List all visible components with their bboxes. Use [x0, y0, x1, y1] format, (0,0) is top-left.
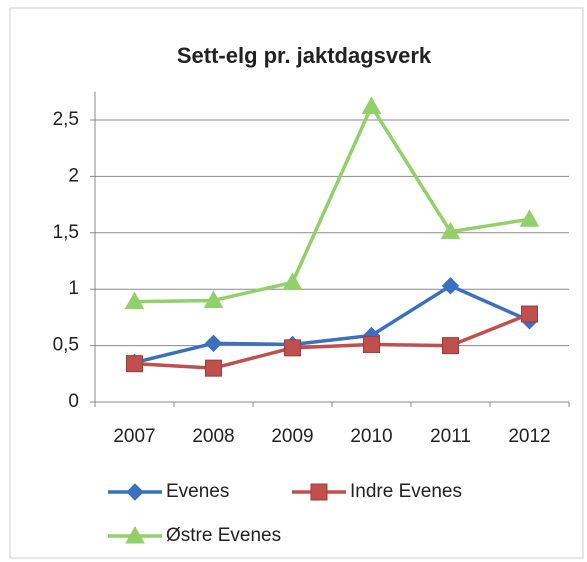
- data-point: [203, 290, 224, 308]
- data-point: [124, 291, 145, 310]
- legend-label: Østre Evenes: [166, 525, 281, 546]
- x-tick-label: 2011: [430, 426, 471, 447]
- y-tick-label: 0,5: [53, 335, 79, 356]
- chart-title: Sett-elg pr. jaktdagsverk: [177, 43, 432, 68]
- x-tick-label: 2009: [271, 426, 313, 447]
- data-point: [519, 209, 540, 227]
- legend-marker: [125, 525, 145, 544]
- data-point: [440, 221, 461, 240]
- data-point: [441, 277, 460, 295]
- y-tick-label: 1: [68, 278, 79, 299]
- data-point: [205, 359, 222, 377]
- y-tick-label: 2,5: [53, 109, 79, 130]
- series-line: [134, 312, 531, 370]
- legend-marker: [310, 483, 328, 501]
- legend-label: Evenes: [166, 481, 229, 502]
- legend-label: Indre Evenes: [350, 481, 462, 502]
- series-line: [134, 284, 531, 365]
- y-tick-label: 2: [68, 165, 79, 186]
- x-tick-label: 2007: [113, 426, 155, 447]
- x-tick-label: 2012: [508, 426, 550, 447]
- data-point: [284, 339, 301, 357]
- data-point: [361, 96, 382, 114]
- x-tick-label: 2010: [350, 426, 392, 447]
- x-tick-label: 2008: [192, 426, 234, 447]
- y-tick-label: 0: [68, 391, 79, 412]
- legend-marker: [126, 483, 144, 501]
- data-point: [204, 334, 223, 353]
- y-tick-label: 1,5: [53, 222, 79, 243]
- data-point: [363, 335, 380, 353]
- data-point: [442, 337, 459, 355]
- data-point: [126, 355, 143, 373]
- data-point: [521, 305, 538, 323]
- series-line: [134, 104, 530, 304]
- data-point: [282, 272, 303, 290]
